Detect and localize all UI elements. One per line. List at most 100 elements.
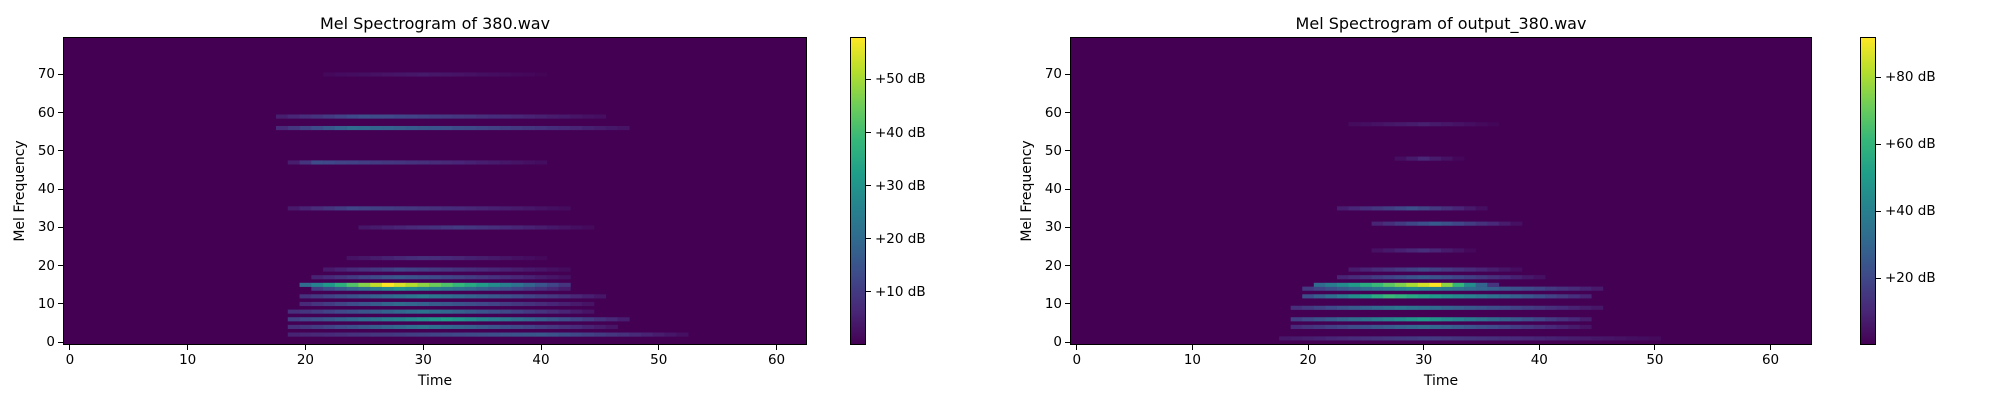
spectrogram-cell [393, 72, 406, 77]
spectrogram-cell [370, 286, 383, 291]
spectrogram-cell [1637, 336, 1650, 341]
spectrogram-cell [523, 286, 536, 291]
y-tick-mark [58, 341, 63, 343]
spectrogram-cell [535, 286, 548, 291]
spectrogram-cell [370, 256, 383, 261]
y-tick-mark [58, 150, 63, 152]
spectrogram-cell [346, 309, 359, 314]
spectrogram-cell [1417, 248, 1430, 253]
spectrogram-cell [558, 225, 571, 230]
colorbar-tick-label: +80 dB [1885, 69, 1936, 86]
y-tick-label: 0 [46, 334, 55, 351]
spectrogram-cell [511, 267, 524, 272]
y-tick-mark [58, 73, 63, 75]
x-tick-label: 30 [1415, 352, 1433, 368]
spectrogram-cell [511, 206, 524, 211]
spectrogram-cell [452, 256, 465, 261]
spectrogram-cell [1498, 336, 1511, 341]
spectrogram-cell [299, 294, 312, 299]
spectrogram-cell [1452, 122, 1465, 127]
spectrogram-cell [488, 267, 501, 272]
spectrogram-cell [1348, 305, 1361, 310]
spectrogram-cell [546, 125, 559, 131]
spectrogram-cell [440, 125, 453, 131]
spectrogram-cell [311, 324, 324, 329]
spectrogram-cell [570, 114, 583, 119]
spectrogram-cell [1302, 317, 1315, 322]
spectrogram-cell [1348, 267, 1361, 272]
spectrogram-cell [1521, 336, 1534, 341]
spectrogram-cell [440, 114, 453, 119]
spectrogram-cell [511, 317, 524, 322]
spectrogram-cell [287, 309, 300, 314]
spectrogram-cell [440, 317, 453, 322]
spectrogram-cell [594, 332, 607, 337]
spectrogram-cell [1441, 156, 1453, 161]
spectrogram-cell [429, 275, 442, 280]
colorbar-tick-label: +30 dB [875, 177, 926, 194]
chart-title: Mel Spectrogram of output_380.wav [1295, 14, 1587, 33]
spectrogram-cell [1579, 317, 1592, 322]
spectrogram-cell [382, 317, 395, 322]
spectrogram-cell [570, 125, 583, 131]
spectrogram-cell [440, 294, 453, 299]
x-tick-label: 0 [1072, 352, 1082, 368]
spectrogram-cell [1441, 206, 1453, 211]
spectrogram-cell [334, 72, 347, 77]
spectrogram-cell [558, 275, 571, 280]
spectrogram-cell [382, 225, 395, 230]
panel-output-spectrogram: Mel Spectrogram of output_380.wav 0 10 20 30… [1010, 0, 2000, 400]
spectrogram-cell [1394, 221, 1407, 226]
spectrogram-cell [382, 114, 395, 119]
spectrogram-cell [523, 114, 536, 119]
spectrogram-cell [1556, 305, 1569, 310]
spectrogram-cell [558, 324, 571, 329]
spectrogram-cell [1521, 286, 1534, 291]
spectrogram-cell [582, 317, 595, 322]
spectrogram-cell [1336, 206, 1349, 211]
spectrogram-cell [393, 267, 406, 272]
spectrogram-cell [1510, 305, 1523, 310]
spectrogram-cell [334, 114, 347, 119]
spectrogram-cell [311, 309, 324, 314]
spectrogram-cell [382, 72, 395, 77]
spectrogram-cell [499, 282, 512, 287]
x-tick-label: 60 [1761, 352, 1780, 368]
spectrogram-cell [1417, 305, 1430, 310]
spectrogram-cell [382, 282, 395, 287]
spectrogram-cell [594, 324, 607, 329]
spectrogram-cell [299, 114, 312, 119]
spectrogram-cell [1371, 324, 1384, 329]
spectrogram-cell [523, 324, 536, 329]
spectrogram-cell [311, 275, 324, 280]
spectrogram-cell [511, 72, 524, 77]
spectrogram-cell [1394, 206, 1407, 211]
spectrogram-cell [417, 225, 430, 230]
spectrogram-cell [323, 125, 336, 131]
spectrogram-cell [311, 286, 324, 291]
spectrogram-cell [1429, 286, 1442, 291]
spectrogram-cell [1464, 317, 1476, 322]
spectrogram-cell [452, 125, 465, 131]
spectrogram-cell [417, 332, 430, 337]
spectrogram-cell [617, 317, 630, 322]
spectrogram-cell [1510, 324, 1523, 329]
y-tick-label: 40 [1044, 181, 1062, 198]
spectrogram-cell [1475, 282, 1488, 287]
spectrogram-cell [1510, 267, 1523, 272]
spectrogram-cell [1348, 122, 1361, 127]
spectrogram-cell [346, 206, 359, 211]
colorbar-tick-mark [866, 132, 871, 134]
spectrogram-cell [1614, 336, 1627, 341]
spectrogram-cell [582, 114, 595, 119]
spectrogram-cell [405, 332, 418, 337]
spectrogram-cell [358, 309, 371, 314]
x-tick-label: 20 [1299, 352, 1317, 368]
colorbar [850, 37, 866, 345]
x-tick-mark [658, 345, 660, 350]
spectrogram-cell [1290, 336, 1303, 341]
x-tick-mark [1538, 345, 1540, 350]
spectrogram-cell [1348, 317, 1361, 322]
spectrogram-cell [1360, 206, 1372, 211]
